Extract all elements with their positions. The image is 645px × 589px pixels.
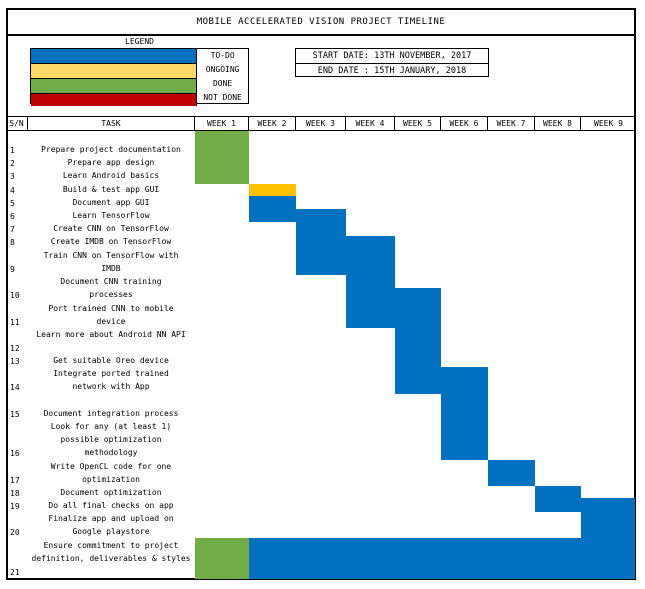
sn-header: S/N — [6, 117, 28, 130]
start-date: START DATE: 13TH NOVEMBER, 2017 — [296, 49, 488, 64]
task-name-4: Build & test app GUI — [62, 185, 160, 194]
task-sn-1: 1 — [10, 146, 15, 155]
task-name-8: Create IMDB on TensorFlow — [50, 237, 172, 246]
task-sn-14: 14 — [10, 383, 20, 392]
task-name-9: Train CNN on TensorFlow with IMDB — [43, 251, 179, 274]
bar-tasks-13-16-week6-todo — [441, 367, 488, 460]
task-name-2: Prepare app design — [67, 158, 155, 167]
task-sn-13: 13 — [10, 357, 20, 366]
task-name-17: Write OpenCL code for one optimization — [50, 462, 172, 485]
task-sn-12: 12 — [10, 344, 20, 353]
task-sn-17: 17 — [10, 476, 20, 485]
task-name-7: Create CNN on TensorFlow — [53, 224, 169, 233]
task-name-20: Finalize app and upload on Google playst… — [48, 514, 174, 537]
date-box: START DATE: 13TH NOVEMBER, 2017 END DATE… — [295, 48, 489, 77]
task-sn-7: 7 — [10, 225, 15, 234]
timeline-frame — [6, 8, 636, 580]
task-name-15: Document integration process — [43, 409, 179, 418]
task-sn-5: 5 — [10, 199, 15, 208]
legend-swatch-done — [31, 79, 197, 94]
task-sn-20: 20 — [10, 528, 20, 537]
week-header-5: WEEK 5 — [395, 117, 441, 130]
task-sn-19: 19 — [10, 502, 20, 511]
task-name-14: Integrate ported trained network with Ap… — [53, 369, 169, 392]
bar-tasks-19-21-week9-todo — [581, 498, 635, 579]
week-header-6: WEEK 6 — [441, 117, 488, 130]
task-name-18: Document optimization — [60, 488, 162, 497]
task-sn-4: 4 — [10, 186, 15, 195]
task-name-19: Do all final checks on app — [48, 501, 174, 510]
legend-swatch-ongoing — [31, 64, 197, 79]
week-header-4: WEEK 4 — [346, 117, 395, 130]
task-sn-2: 2 — [10, 159, 15, 168]
bar-task-21-week1-done — [195, 538, 249, 579]
header-top-line — [6, 116, 636, 117]
task-name-3: Learn Android basics — [62, 171, 160, 180]
task-name-11: Port trained CNN to mobile device — [48, 304, 174, 327]
legend-label-todo: TO-DO — [210, 51, 235, 60]
task-sn-18: 18 — [10, 489, 20, 498]
task-name-1: Prepare project documentation — [41, 145, 181, 154]
week-header-8: WEEK 8 — [535, 117, 581, 130]
bar-tasks-8-11-week4-todo — [346, 236, 395, 328]
task-name-13: Get suitable Oreo device — [53, 356, 169, 365]
legend-label-not-done: NOT DONE — [203, 93, 242, 102]
task-sn-10: 10 — [10, 291, 20, 300]
bar-tasks-1-3-week1-done — [195, 131, 249, 184]
legend: TO-DO ONGOING DONE NOT DONE — [30, 48, 249, 106]
task-header: TASK — [28, 117, 195, 130]
task-name-16: Look for any (at least 1) possible optim… — [50, 422, 172, 458]
legend-label-done: DONE — [212, 79, 233, 88]
task-sn-8: 8 — [10, 238, 15, 247]
page-title: MOBILE ACCELERATED VISION PROJECT TIMELI… — [6, 8, 636, 36]
task-sn-16: 16 — [10, 449, 20, 458]
week-header-1: WEEK 1 — [195, 117, 249, 130]
task-sn-21: 21 — [10, 568, 20, 577]
bar-tasks-10-14-week5-todo — [395, 288, 441, 394]
week-header-9: WEEK 9 — [594, 119, 623, 128]
week-header-2: WEEK 2 — [249, 117, 296, 130]
legend-label-ongoing: ONGOING — [205, 65, 240, 74]
task-sn-11: 11 — [10, 318, 20, 327]
end-date: END DATE : 15TH JANUARY, 2018 — [317, 66, 467, 76]
task-sn-15: 15 — [10, 410, 20, 419]
bar-tasks-5-6-week2-todo — [249, 196, 296, 222]
task-name-5: Document app GUI — [72, 198, 150, 207]
task-name-21: Ensure commitment to project definition,… — [31, 541, 191, 564]
week-header-7: WEEK 7 — [488, 117, 535, 130]
task-name-6: Learn TensorFlow — [72, 211, 150, 220]
bar-tasks-6-9-week3-todo — [296, 209, 346, 275]
task-name-10: Document CNN training processes — [60, 277, 162, 300]
task-sn-6: 6 — [10, 212, 15, 221]
task-name-12: Learn more about Android NN API — [36, 330, 186, 339]
bar-task-21-weeks2-8-todo — [249, 538, 581, 579]
legend-swatch-not-done — [31, 94, 197, 106]
task-sn-9: 9 — [10, 265, 15, 274]
header-bottom-line — [6, 130, 636, 131]
legend-labels: TO-DO ONGOING DONE NOT DONE — [196, 49, 248, 106]
legend-heading: LEGEND — [125, 37, 154, 46]
week-header-3: WEEK 3 — [296, 117, 346, 130]
legend-swatches — [31, 49, 197, 106]
legend-swatch-todo — [31, 49, 197, 64]
bar-task-17-week7-todo — [488, 460, 535, 486]
task-sn-3: 3 — [10, 172, 15, 181]
bar-task-4-week2-ongoing — [249, 184, 296, 196]
bar-tasks-18-19-week8-todo — [535, 486, 581, 512]
